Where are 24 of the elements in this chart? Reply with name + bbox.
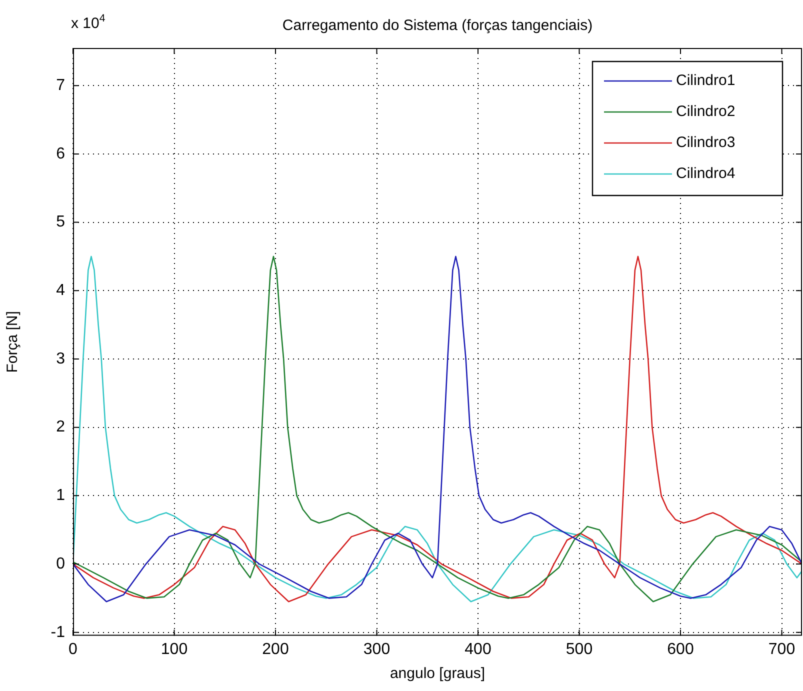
x-tick-label: 200: [262, 640, 289, 658]
legend-label: Cilindro4: [676, 165, 736, 182]
x-tick-label: 300: [363, 640, 390, 658]
y-tick-label: -1: [50, 624, 66, 641]
x-axis-title: angulo [graus]: [390, 665, 486, 682]
y-tick-label: 1: [56, 487, 66, 504]
y-tick-label: 4: [56, 282, 66, 300]
x-tick-label: 500: [566, 640, 593, 658]
y-tick-label: 6: [56, 145, 66, 162]
y-axis-title: Força [N]: [4, 311, 22, 373]
y-tick-label: 0: [56, 555, 66, 572]
y-tick-label: 3: [56, 350, 66, 368]
x-tick-label: 400: [464, 640, 492, 658]
y-tick-label: 7: [56, 77, 66, 94]
legend-label: Cilindro2: [676, 103, 736, 120]
x-tick-label: 700: [768, 640, 796, 658]
x-tick-label: 0: [68, 640, 78, 658]
legend-label: Cilindro3: [676, 134, 736, 152]
y-tick-label: 5: [56, 214, 66, 231]
x-tick-label: 600: [667, 640, 694, 658]
chart-title: Carregamento do Sistema (forças tangenciais): [282, 17, 593, 34]
legend-label: Cilindro1: [676, 72, 736, 90]
y-tick-label: 2: [56, 418, 66, 436]
x-tick-label: 100: [160, 640, 188, 658]
